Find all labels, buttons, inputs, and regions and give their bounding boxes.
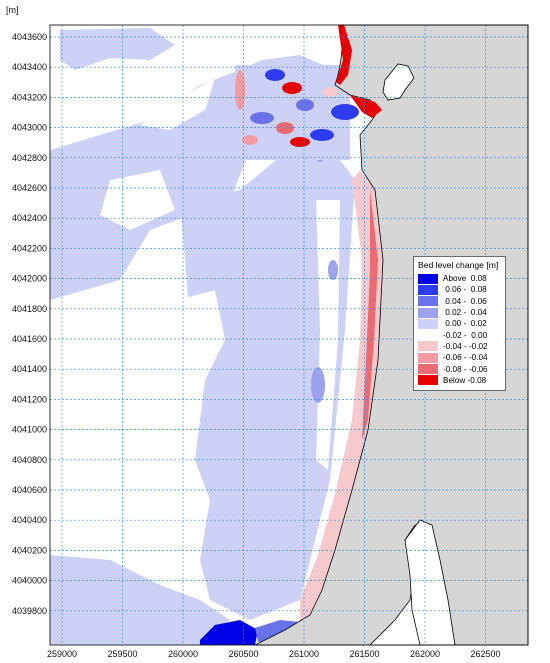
y-tick-label: 4043400	[12, 62, 47, 72]
y-tick-label: 4042400	[12, 213, 47, 223]
y-tick-label: 4041800	[12, 304, 47, 314]
y-tick-label: 4042000	[12, 274, 47, 284]
x-tick-label: 261000	[289, 649, 319, 659]
legend-item: Above 0.08	[418, 273, 501, 284]
y-tick-label: 4040800	[12, 455, 47, 465]
y-tick-label: 4042800	[12, 153, 47, 163]
x-tick-label: 261500	[349, 649, 379, 659]
y-tick-label: 4040400	[12, 515, 47, 525]
neutral-patch-1	[140, 78, 215, 130]
legend-item: -0.08 - -0.06	[418, 363, 501, 375]
legend-item: 0.00 - 0.02	[418, 318, 501, 329]
x-tick-label: 262500	[470, 649, 500, 659]
legend-swatch	[418, 352, 438, 363]
land-south-spit	[404, 519, 456, 646]
y-tick-label: 4043200	[12, 92, 47, 102]
legend-item-label: 0.00 - 0.02	[443, 319, 487, 329]
legend-item: -0.02 - 0.00	[418, 329, 501, 341]
deposition-field-nearshore	[180, 140, 355, 620]
legend-item-label: -0.04 - -0.02	[443, 341, 488, 351]
legend-rows: Above 0.08 0.06 - 0.08 0.04 - 0.06 0.02 …	[418, 273, 501, 386]
legend-item-label: -0.02 - 0.00	[443, 330, 488, 340]
x-tick-label: 262000	[410, 649, 440, 659]
neutral-patch-2	[100, 170, 175, 230]
y-tick-label: 4041000	[12, 425, 47, 435]
legend-swatch	[418, 364, 438, 375]
x-tick-label: 260500	[228, 649, 258, 659]
legend-swatch	[418, 318, 438, 329]
y-tick-label: 4040000	[12, 576, 47, 586]
legend-item: 0.06 - 0.08	[418, 284, 501, 295]
x-tick-label: 259000	[47, 649, 77, 659]
y-tick-label: 4043000	[12, 123, 47, 133]
legend-item: 0.02 - 0.04	[418, 307, 501, 318]
deposition-field-northwest	[60, 28, 175, 70]
legend-item-label: Above 0.08	[443, 274, 487, 284]
y-tick-label: 4043600	[12, 32, 47, 42]
y-tick-label: 4039800	[12, 606, 47, 616]
legend-swatch	[418, 296, 438, 307]
x-tick-label: 260000	[168, 649, 198, 659]
nearshore-erosion-core	[362, 190, 378, 440]
legend-swatch	[418, 284, 438, 295]
x-tick-label: 259500	[107, 649, 137, 659]
legend-item-label: 0.06 - 0.08	[443, 285, 487, 295]
y-tick-label: 4042200	[12, 243, 47, 253]
deposition-patch-mid-1	[311, 367, 325, 403]
y-axis-ticks: 4043600 4043400 4043200 4043000 4042800 40426…	[12, 32, 47, 616]
nearshore-erosion-band	[300, 170, 383, 625]
legend-swatch	[418, 375, 438, 386]
legend-item-label: 0.04 - 0.06	[443, 296, 487, 306]
grid-lines	[50, 25, 528, 645]
deposition-patch-mid-2	[328, 260, 338, 280]
legend-swatch	[418, 330, 438, 341]
legend-swatch	[418, 307, 438, 318]
y-tick-label: 4041400	[12, 364, 47, 374]
y-tick-label: 4041600	[12, 334, 47, 344]
deposition-field-southwest	[50, 555, 230, 645]
harbour-mouth-zone	[235, 65, 359, 160]
legend-item: -0.06 - -0.04	[418, 352, 501, 363]
legend-title: Bed level change [m]	[418, 260, 499, 270]
land-headland	[382, 63, 415, 101]
legend-swatch	[418, 341, 438, 352]
legend-item: Below -0.08	[418, 375, 501, 386]
y-tick-label: 4042600	[12, 183, 47, 193]
north-coast-erosion-strip	[336, 25, 352, 85]
legend-item: 0.04 - 0.06	[418, 296, 501, 307]
legend-item-label: -0.06 - -0.04	[443, 353, 488, 363]
y-tick-label: 4041200	[12, 394, 47, 404]
y-tick-label: 4040600	[12, 485, 47, 495]
legend-item-label: -0.08 - -0.06	[443, 364, 488, 374]
legend: Bed level change [m] Above 0.08 0.06 - 0…	[413, 256, 506, 391]
axis-unit-label: [m]	[6, 5, 19, 15]
map-frame	[49, 24, 529, 646]
x-axis-ticks: 259000 259500 260000 260500 261000 261500 2620…	[47, 649, 501, 659]
legend-item-label: Below -0.08	[443, 375, 487, 385]
legend-item-label: 0.02 - 0.04	[443, 308, 487, 318]
harbour-coast-erosion-strip	[350, 95, 382, 118]
map-plot-area	[49, 24, 529, 646]
legend-item: -0.04 - -0.02	[418, 341, 501, 352]
neutral-patch-3	[178, 290, 225, 380]
legend-swatch	[418, 273, 438, 284]
y-tick-label: 4040200	[12, 545, 47, 555]
